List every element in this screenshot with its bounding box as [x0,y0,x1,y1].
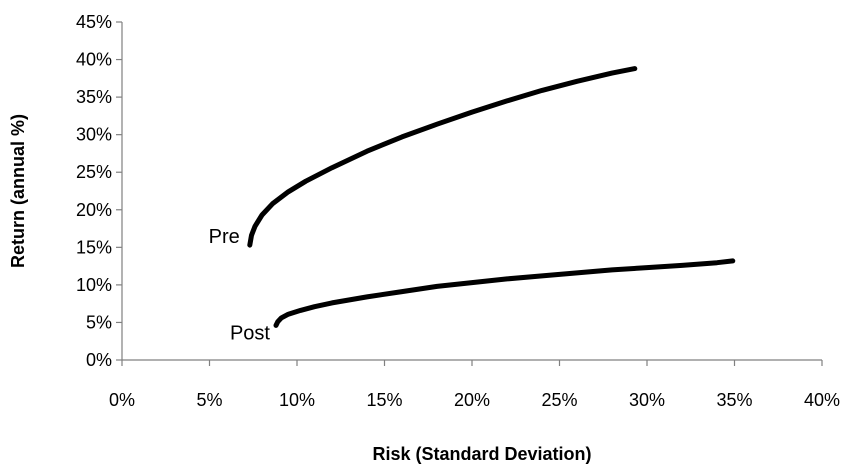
series-label-post: Post [230,322,270,344]
y-tick-label: 45% [76,12,112,32]
y-tick-label: 35% [76,87,112,107]
y-tick-label: 15% [76,237,112,257]
y-tick-label: 0% [86,350,112,370]
axes [121,22,822,361]
x-tick-label: 20% [454,390,490,410]
x-tick-label: 40% [804,390,840,410]
x-axis-ticks: 0% 5% 10% 15% 20% 25% 30% 35% 40% [109,360,840,410]
series-label-pre: Pre [209,226,240,248]
y-tick-label: 10% [76,275,112,295]
x-tick-label: 0% [109,390,135,410]
y-axis-ticks: 0% 5% 10% 15% 20% 25% 30% 35% 40% 45% [76,12,122,370]
x-tick-label: 15% [366,390,402,410]
x-tick-label: 35% [716,390,752,410]
x-tick-label: 25% [541,390,577,410]
y-axis-title: Return (annual %) [8,114,28,268]
series-line-pre [247,66,638,248]
x-tick-label: 30% [629,390,665,410]
x-tick-label: 10% [279,390,315,410]
x-tick-label: 5% [196,390,222,410]
y-tick-label: 25% [76,162,112,182]
series-line-post [273,258,736,328]
y-tick-label: 20% [76,200,112,220]
y-tick-label: 5% [86,312,112,332]
curves [247,66,736,328]
y-tick-label: 30% [76,125,112,145]
y-tick-label: 40% [76,50,112,70]
x-axis-title: Risk (Standard Deviation) [372,444,591,464]
